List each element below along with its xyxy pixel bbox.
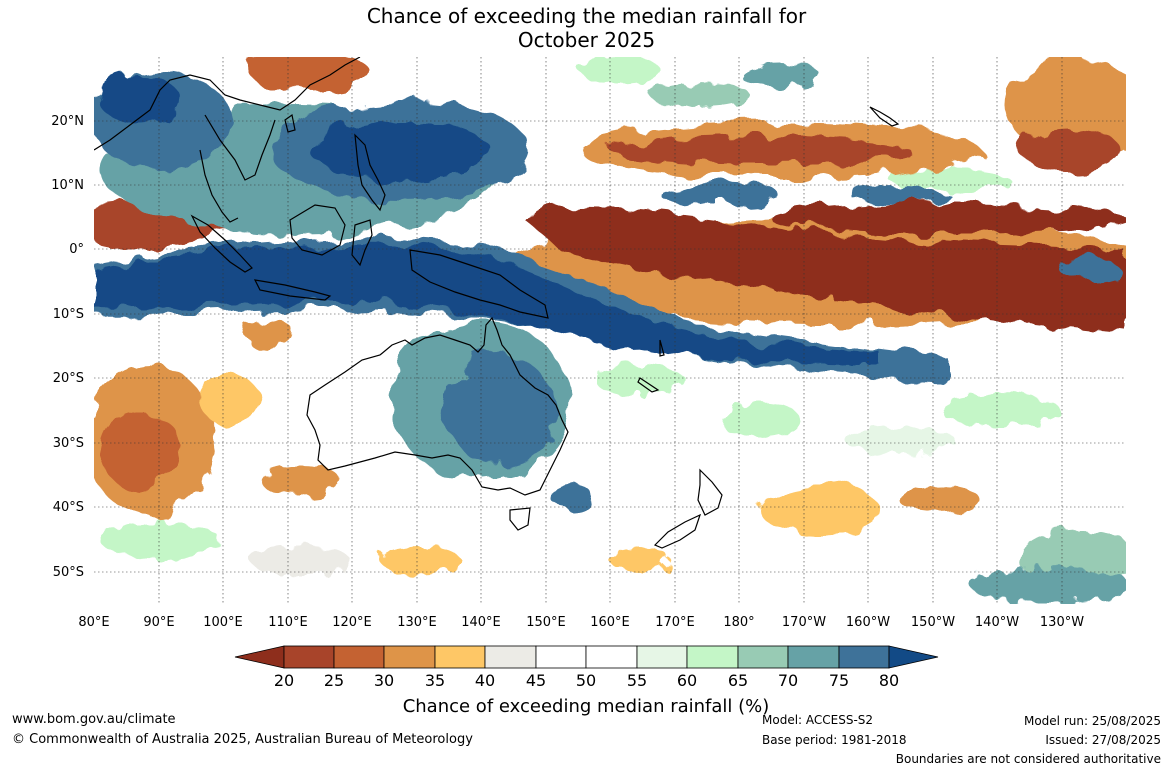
sumatra-coast <box>190 214 253 273</box>
model-name: Model: ACCESS-S2 <box>762 713 874 727</box>
borneo-coast <box>289 204 346 256</box>
copyright: © Commonwealth of Australia 2025, Austra… <box>12 732 473 747</box>
lon-label: 170°E <box>655 615 695 630</box>
vanuatu <box>659 339 665 357</box>
lon-label: 140°E <box>461 615 501 630</box>
colorbar-segment <box>838 645 890 669</box>
title-line-1: Chance of exceeding the median rainfall … <box>366 4 807 28</box>
colorbar-segment <box>484 645 537 669</box>
colorbar-tick: 35 <box>425 671 445 690</box>
lon-label: 90°E <box>143 615 174 630</box>
colorbar-segment <box>333 645 385 669</box>
sulawesi-coast <box>351 219 373 267</box>
colorbar-tick: 70 <box>778 671 798 690</box>
lon-label: 100°E <box>203 615 243 630</box>
lat-label: 20°S <box>53 371 84 386</box>
lat-label: 40°S <box>53 500 84 515</box>
colorbar-tick: 30 <box>374 671 394 690</box>
colorbar-segment <box>686 645 739 669</box>
lat-label: 20°N <box>51 114 84 129</box>
colorbar: 20 25 30 35 40 45 50 55 60 65 70 75 80 <box>234 645 939 690</box>
lon-label: 130°W <box>1040 615 1084 630</box>
model-run: Model run: 25/08/2025 <box>1023 714 1161 728</box>
colorbar-segment <box>585 645 638 669</box>
colorbar-segment <box>737 645 789 669</box>
colorbar-segment <box>434 645 486 669</box>
base-period: Base period: 1981-2018 <box>762 733 907 747</box>
colorbar-tick: 65 <box>728 671 748 690</box>
title-line-2: October 2025 <box>517 28 656 52</box>
tasmania-coast <box>509 507 531 531</box>
colorbar-segment <box>636 645 688 669</box>
lon-label: 160°E <box>590 615 630 630</box>
rainfall-map: 20°N 10°N 0° 10°S 20°S 30°S 40°S 50°S 80… <box>51 57 1126 690</box>
lon-label: 170°W <box>782 615 826 630</box>
map-field <box>94 57 1126 604</box>
malay-peninsula <box>199 149 239 223</box>
lon-label: 160°W <box>846 615 890 630</box>
colorbar-tick: 60 <box>677 671 697 690</box>
colorbar-arrow-low <box>234 645 285 669</box>
colorbar-segment <box>383 645 436 669</box>
lon-label: 80°E <box>78 615 109 630</box>
colorbar-tick: 55 <box>627 671 647 690</box>
boundary-disclaimer: Boundaries are not considered authoritat… <box>895 752 1161 766</box>
lat-label: 30°S <box>53 436 84 451</box>
nz-north-island <box>697 468 723 516</box>
hawaii <box>869 106 900 127</box>
taiwan-coast <box>284 113 296 133</box>
new-guinea-coast <box>409 249 549 319</box>
colorbar-tick: 50 <box>576 671 596 690</box>
bom-url[interactable]: www.bom.gov.au/climate <box>12 712 176 727</box>
lat-label: 0° <box>69 242 84 257</box>
lon-label: 110°E <box>268 615 308 630</box>
colorbar-title: Chance of exceeding median rainfall (%) <box>402 696 770 717</box>
graticule <box>94 57 1126 604</box>
colorbar-tick: 80 <box>879 671 899 690</box>
lat-label: 10°N <box>51 178 84 193</box>
lon-label: 130°E <box>397 615 437 630</box>
lon-label: 150°W <box>911 615 955 630</box>
above-median-regions <box>94 70 1120 509</box>
colorbar-tick: 75 <box>829 671 849 690</box>
nz-south-island <box>653 513 702 549</box>
map-title: Chance of exceeding the median rainfall … <box>0 4 1173 52</box>
australia-coast <box>306 316 569 496</box>
colorbar-segment <box>787 645 840 669</box>
issued-date: Issued: 27/08/2025 <box>1045 733 1161 747</box>
colorbar-tick: 20 <box>274 671 294 690</box>
longitude-labels: 80°E 90°E 100°E 110°E 120°E 130°E 140°E … <box>78 615 1084 630</box>
lon-label: 180° <box>723 615 754 630</box>
lon-label: 140°W <box>975 615 1019 630</box>
colorbar-tick: 40 <box>475 671 495 690</box>
java-coast <box>253 279 332 301</box>
lat-label: 10°S <box>53 307 84 322</box>
below-median-regions <box>94 57 1126 535</box>
new-caledonia <box>637 377 660 393</box>
indochina-coast <box>204 114 276 181</box>
lat-label: 50°S <box>53 565 84 580</box>
colorbar-segment <box>283 645 335 669</box>
lon-label: 120°E <box>332 615 372 630</box>
coastlines <box>94 57 900 549</box>
colorbar-arrow-high <box>888 645 939 669</box>
colorbar-tick: 45 <box>526 671 546 690</box>
lon-label: 150°E <box>526 615 566 630</box>
asia-coast <box>94 57 361 151</box>
latitude-labels: 20°N 10°N 0° 10°S 20°S 30°S 40°S 50°S <box>51 114 84 580</box>
philippines-coast <box>354 133 386 212</box>
colorbar-segment <box>535 645 587 669</box>
colorbar-tick: 25 <box>324 671 344 690</box>
